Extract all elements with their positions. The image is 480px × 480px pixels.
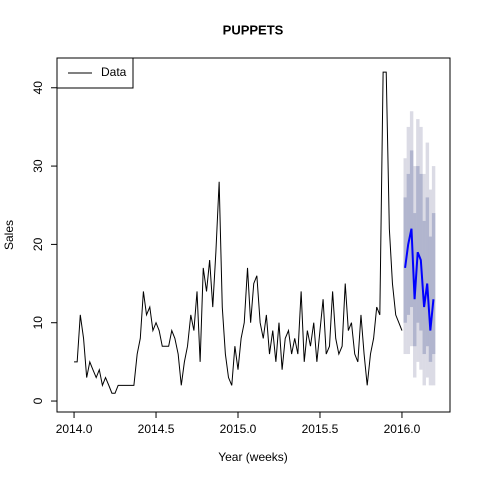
y-tick-label: 40 xyxy=(31,81,45,95)
legend-label: Data xyxy=(101,65,127,79)
data-line xyxy=(74,71,403,394)
interval-80 xyxy=(419,173,423,331)
x-tick-label: 2016.0 xyxy=(384,422,421,436)
x-tick-label: 2015.0 xyxy=(220,422,257,436)
y-tick-label: 20 xyxy=(31,237,45,251)
interval-80 xyxy=(431,213,436,355)
plot-frame xyxy=(56,57,451,413)
x-tick-label: 2014.5 xyxy=(138,422,175,436)
x-tick-label: 2014.0 xyxy=(56,422,93,436)
y-axis-label: Sales xyxy=(2,220,16,250)
interval-80 xyxy=(416,166,420,323)
chart-title: PUPPETS xyxy=(223,22,284,37)
interval-80 xyxy=(413,213,417,347)
y-tick-label: 30 xyxy=(31,159,45,173)
y-tick-label: 0 xyxy=(31,397,45,404)
interval-80 xyxy=(428,236,433,362)
forecast-line xyxy=(404,228,435,331)
x-axis-label: Year (weeks) xyxy=(218,450,288,464)
interval-80 xyxy=(425,197,430,347)
y-tick-label: 10 xyxy=(31,316,45,330)
x-tick-label: 2015.5 xyxy=(302,422,339,436)
interval-80 xyxy=(422,220,426,355)
